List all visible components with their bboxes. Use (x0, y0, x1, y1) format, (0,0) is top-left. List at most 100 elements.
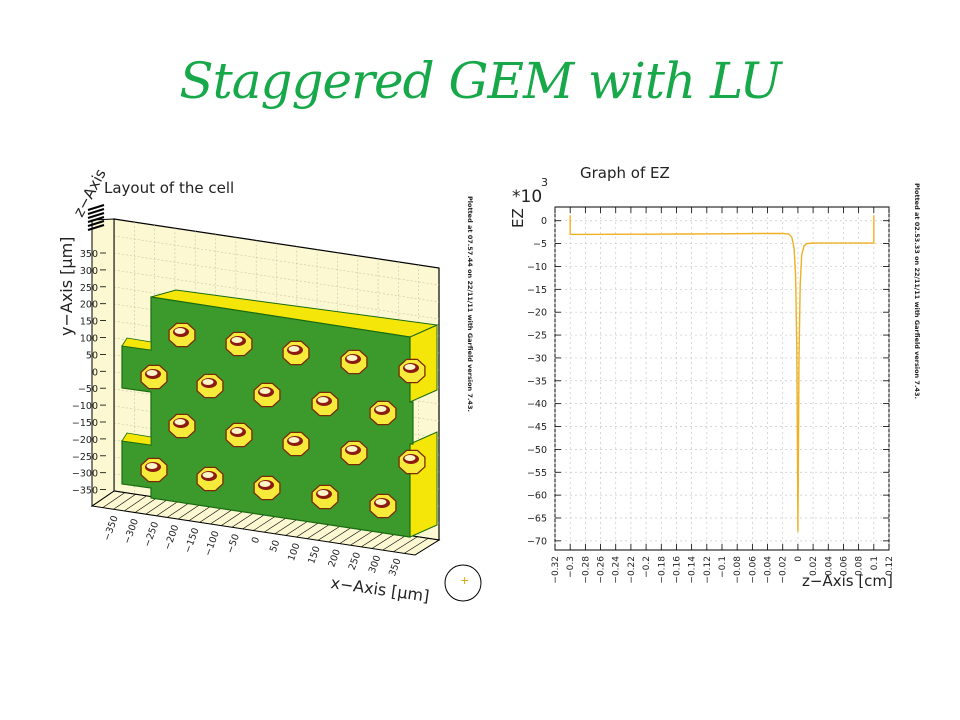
layout-title: Layout of the cell (104, 179, 234, 197)
layout-y-tick-label: 350 (80, 249, 98, 260)
layout-x-tick-label: −250 (142, 520, 161, 548)
layout-floor-line (264, 516, 288, 533)
gem-hole (140, 457, 168, 483)
layout-floor-line (361, 531, 385, 548)
layout-floor-line (404, 538, 429, 554)
layout-y-tick-label: 50 (86, 350, 98, 361)
gem-hole (340, 440, 368, 466)
layout-x-tick-label: 150 (306, 545, 323, 566)
layout-z-tick (87, 216, 105, 223)
layout-grid-line (113, 269, 440, 320)
layout-z-tick (87, 212, 105, 219)
layout-floor-line (382, 534, 407, 551)
layout-floor-line (113, 494, 136, 510)
layout-floor-line (371, 533, 396, 549)
gem-hole (196, 466, 224, 492)
layout-floor-line (199, 507, 223, 523)
layout-y-tick-label: −250 (72, 452, 98, 463)
layout-y-tick-label: −300 (72, 469, 98, 480)
layout-floor-line (188, 505, 212, 521)
layout-floor-line (156, 500, 180, 517)
gem-hole (168, 322, 196, 348)
layout-y-tick-label: 250 (80, 283, 98, 294)
gem-hole (253, 475, 281, 501)
layout-floor-line (231, 511, 255, 528)
layout-y-ticks: 350 300 250 200 150 100 50 0 −50 −100 −150 −200 −250… (72, 249, 106, 497)
layout-floor-line (393, 536, 418, 552)
gem-hole (282, 431, 310, 457)
layout-floor-line (253, 515, 277, 531)
gem-hole (282, 340, 310, 366)
layout-floor-line (339, 528, 364, 544)
layout-y-tick-label: 0 (92, 367, 98, 378)
layout-left-wall (91, 218, 115, 507)
layout-floor-line (167, 502, 190, 518)
layout-z-tick (87, 208, 105, 215)
view-compass-marker: + (460, 574, 469, 587)
gem-board-face (121, 296, 414, 538)
layout-x-tick-label: 100 (286, 542, 303, 563)
layout-floor-line (274, 518, 299, 535)
gem-holes (140, 322, 426, 519)
layout-x-tick-label: 300 (367, 554, 384, 575)
layout-y-tick-label: 150 (80, 317, 98, 328)
gem-hole (398, 449, 426, 475)
view-compass (444, 564, 482, 602)
layout-x-tick-label: 250 (347, 551, 364, 572)
slide-title: Staggered GEM with LU (179, 52, 781, 110)
layout-x-tick-label: 0 (250, 536, 262, 545)
layout-x-tick-label: −150 (182, 526, 201, 554)
layout-x-tick-label: −300 (122, 517, 141, 545)
layout-y-tick-label: 300 (80, 266, 98, 277)
layout-x-tick-label: −200 (162, 523, 181, 551)
gem-hole (140, 364, 168, 390)
layout-z-tick (87, 224, 105, 231)
layout-floor-line (285, 520, 310, 536)
layout-x-tick-label: 50 (268, 539, 282, 554)
layout-floor-line (145, 498, 169, 515)
gem-hole (369, 493, 397, 519)
gem-board-side (409, 431, 438, 538)
layout-x-tick-label: 200 (326, 548, 343, 569)
gem-hole (311, 484, 339, 510)
layout-floor-line (328, 526, 353, 543)
layout-floor-line (91, 490, 115, 507)
layout-y-tick-label: 200 (80, 300, 98, 311)
gem-hole (168, 413, 196, 439)
gem-hole (253, 382, 281, 408)
gem-hole (225, 331, 253, 357)
layout-x-axis-label: x−Axis [μm] (329, 573, 430, 606)
gem-hole (311, 391, 339, 417)
gem-hole (369, 400, 397, 426)
layout-floor-line (350, 529, 375, 546)
layout-side-note: Plotted at 07.57.44 on 22/11/11 with Gar… (466, 196, 474, 412)
layout-x-tick-label: −100 (203, 530, 222, 558)
layout-y-tick-label: −50 (78, 384, 98, 395)
layout-x-tick-label: −350 (102, 514, 121, 542)
layout-z-tick (87, 220, 105, 227)
layout-y-tick-label: −150 (72, 418, 98, 429)
layout-floor-line (102, 492, 126, 508)
layout-y-tick-label: 100 (80, 334, 98, 345)
layout-floor-line (177, 503, 201, 520)
layout-floor-line (210, 508, 234, 525)
gem-hole (196, 373, 224, 399)
layout-grid-line (113, 235, 440, 286)
layout-grid-line (113, 252, 440, 303)
gem-board-notch-top (121, 432, 152, 446)
layout-x-tick-label: −50 (225, 533, 242, 556)
layout-floor-line (124, 495, 147, 512)
layout-floor-line (414, 539, 440, 556)
layout-z-tick (87, 204, 105, 211)
layout-floor-line (296, 521, 320, 538)
layout-floor-line (317, 525, 342, 541)
gem-hole (340, 349, 368, 375)
gem-board-notch-top (121, 337, 152, 351)
layout-floor-line (134, 497, 158, 513)
layout-y-tick-label: −200 (72, 435, 98, 446)
gem-hole (225, 422, 253, 448)
layout-y-tick-label: −350 (72, 486, 98, 497)
layout-x-tick-label: 350 (387, 557, 404, 578)
layout-y-tick-label: −100 (72, 401, 98, 412)
